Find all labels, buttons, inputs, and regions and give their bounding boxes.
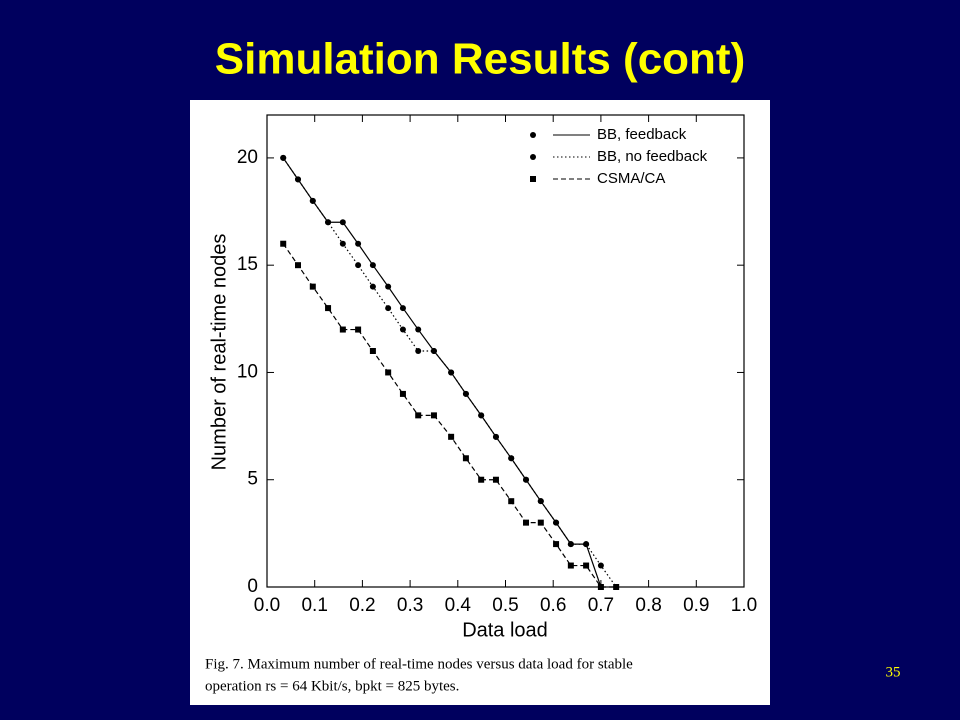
- page-number: 35: [886, 664, 901, 680]
- data-marker: [325, 219, 332, 226]
- data-marker: [553, 519, 560, 526]
- data-marker: [399, 305, 406, 312]
- data-marker: [430, 348, 437, 354]
- data-marker: [355, 240, 362, 247]
- data-marker: [523, 476, 530, 483]
- data-marker: [567, 562, 574, 569]
- legend-marker: [530, 132, 536, 138]
- legend-label: CSMA/CA: [597, 170, 665, 187]
- x-tick-label: 0.1: [301, 595, 327, 616]
- x-tick-label: 0.2: [349, 595, 375, 616]
- data-marker: [385, 305, 392, 312]
- x-tick-label: 0.8: [635, 595, 661, 616]
- data-marker: [415, 348, 422, 354]
- x-tick-label: 0.3: [397, 595, 423, 616]
- data-marker: [339, 326, 346, 333]
- data-marker: [325, 305, 332, 312]
- data-marker: [462, 455, 469, 462]
- data-marker: [462, 390, 469, 397]
- y-axis-label: Number of real-time nodes: [208, 234, 230, 471]
- data-marker: [355, 326, 362, 333]
- data-marker: [309, 197, 316, 204]
- figure-panel: [190, 100, 770, 705]
- x-tick-label: 0.4: [445, 595, 472, 616]
- x-tick-label: 1.0: [731, 595, 757, 616]
- data-marker: [415, 412, 422, 419]
- data-marker: [448, 369, 455, 376]
- legend-label: BB, no feedback: [597, 148, 708, 165]
- data-marker: [537, 498, 544, 505]
- y-tick-label: 15: [237, 254, 258, 275]
- data-marker: [583, 541, 590, 548]
- data-marker: [523, 519, 530, 526]
- y-tick-label: 5: [247, 469, 258, 490]
- x-axis-label: Data load: [462, 619, 548, 641]
- data-marker: [415, 326, 422, 333]
- legend-marker: [530, 154, 536, 160]
- caption-line: Fig. 7. Maximum number of real-time node…: [205, 656, 633, 672]
- data-marker: [553, 541, 560, 548]
- data-marker: [339, 240, 346, 247]
- legend-marker: [530, 176, 536, 182]
- data-marker: [280, 240, 287, 247]
- data-marker: [492, 476, 499, 483]
- data-marker: [597, 584, 604, 590]
- data-marker: [369, 262, 376, 269]
- data-marker: [430, 412, 437, 419]
- data-marker: [295, 262, 302, 269]
- x-tick-label: 0.5: [492, 595, 518, 616]
- x-tick-label: 0.7: [588, 595, 614, 616]
- x-tick-label: 0.9: [683, 595, 709, 616]
- x-tick-label: 0.0: [254, 595, 280, 616]
- data-marker: [399, 390, 406, 397]
- data-marker: [399, 326, 406, 333]
- data-marker: [369, 348, 376, 354]
- data-marker: [385, 369, 392, 376]
- data-marker: [385, 283, 392, 290]
- data-marker: [508, 455, 515, 462]
- data-marker: [597, 562, 604, 569]
- data-marker: [537, 519, 544, 526]
- slide-title: Simulation Results (cont): [215, 35, 745, 84]
- data-marker: [295, 176, 302, 183]
- data-marker: [478, 412, 485, 419]
- caption-line: operation rs = 64 Kbit/s, bpkt = 825 byt…: [205, 678, 459, 694]
- y-tick-label: 0: [247, 576, 258, 597]
- data-marker: [478, 476, 485, 483]
- data-marker: [613, 584, 620, 590]
- data-marker: [583, 562, 590, 569]
- y-tick-label: 10: [237, 361, 258, 382]
- data-marker: [492, 433, 499, 440]
- y-tick-label: 20: [237, 147, 258, 168]
- data-marker: [448, 433, 455, 440]
- data-marker: [508, 498, 515, 505]
- data-marker: [369, 283, 376, 290]
- data-marker: [309, 283, 316, 290]
- data-marker: [567, 541, 574, 548]
- data-marker: [339, 219, 346, 226]
- data-marker: [355, 262, 362, 269]
- data-marker: [280, 154, 287, 161]
- legend-label: BB, feedback: [597, 126, 687, 143]
- x-tick-label: 0.6: [540, 595, 566, 616]
